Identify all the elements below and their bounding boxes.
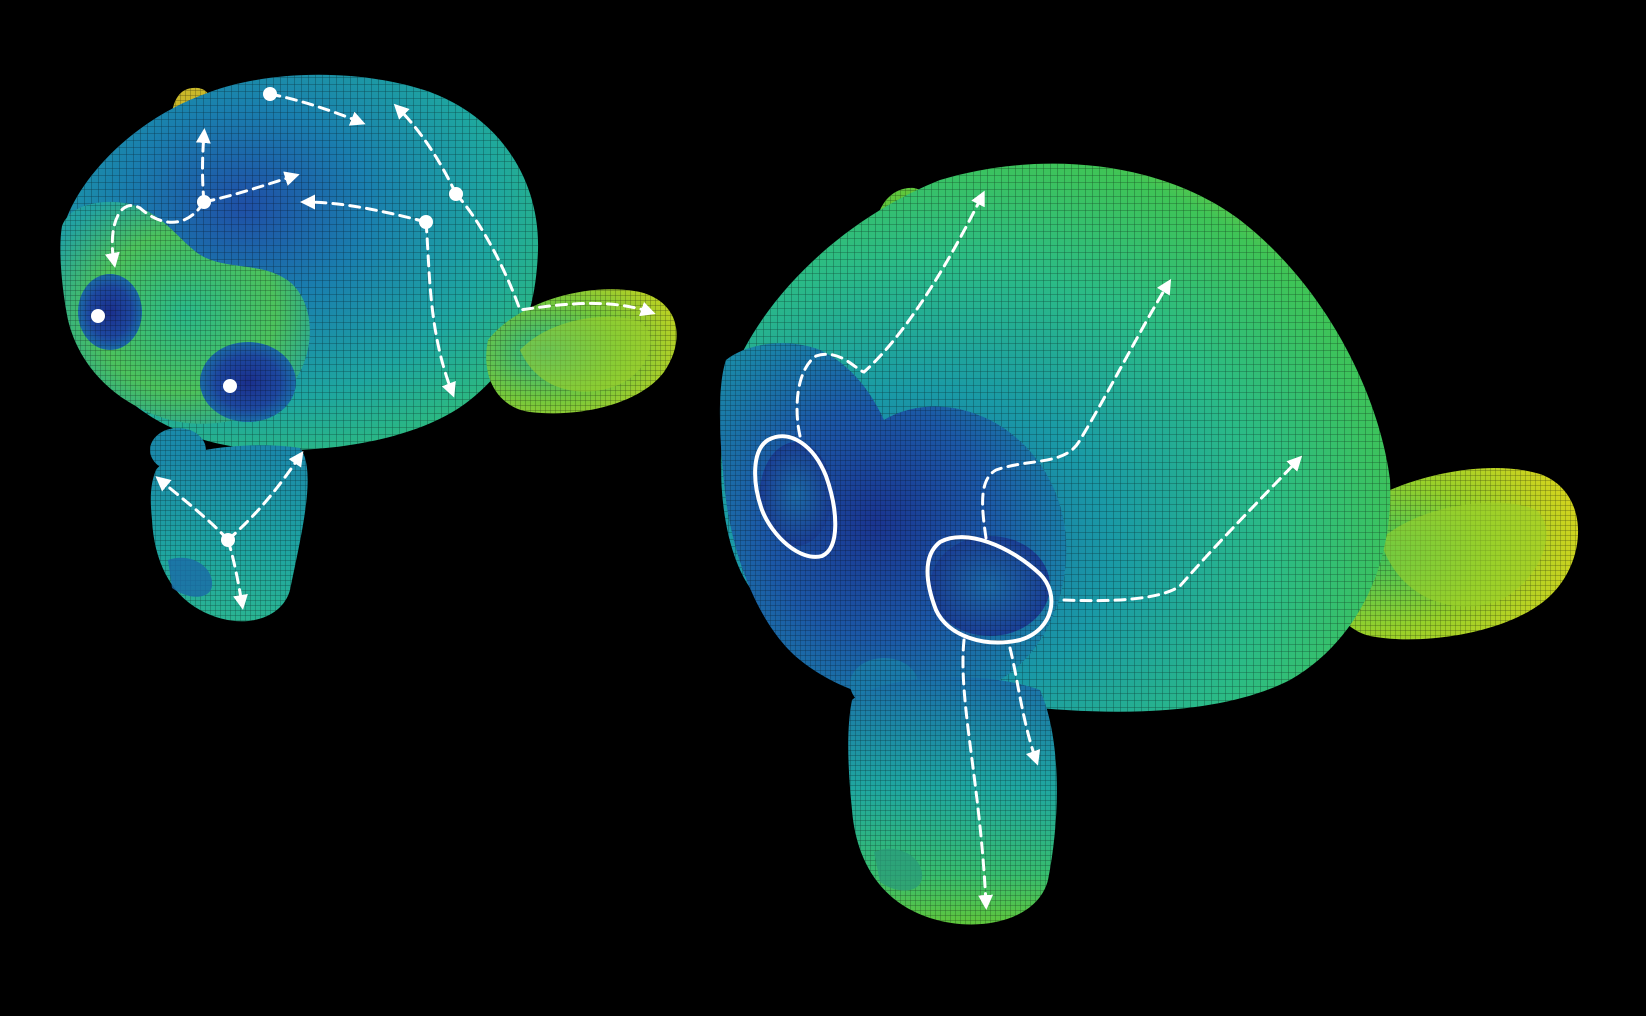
source-dot-3 <box>419 215 433 229</box>
left-head-sources <box>91 87 463 547</box>
source-dot-4 <box>197 195 211 209</box>
right-head-paths <box>795 190 1303 910</box>
left-path-6 <box>202 171 300 204</box>
source-dot-2 <box>449 187 463 201</box>
right-path-4 <box>961 638 994 910</box>
left-path-1 <box>268 92 366 126</box>
source-outline-1 <box>753 434 838 559</box>
right-path-1 <box>795 190 985 438</box>
right-path-3 <box>1062 455 1303 603</box>
left-path-5 <box>424 220 456 398</box>
left-path-3 <box>454 192 656 317</box>
left-path-7 <box>195 128 211 204</box>
right-path-2 <box>981 278 1172 540</box>
right-head-sources <box>753 434 1054 645</box>
source-dot-7 <box>221 533 235 547</box>
right-head <box>719 163 1579 925</box>
left-path-10 <box>155 476 230 542</box>
left-path-9 <box>226 451 304 542</box>
left-path-4 <box>300 194 428 224</box>
left-path-2 <box>393 103 458 196</box>
left-path-8 <box>104 200 206 268</box>
source-outline-2 <box>925 535 1054 645</box>
source-dot-5 <box>91 309 105 323</box>
left-head-paths <box>104 92 656 610</box>
right-path-5 <box>1008 646 1041 766</box>
source-dot-1 <box>263 87 277 101</box>
left-head <box>60 74 677 622</box>
source-dot-6 <box>223 379 237 393</box>
